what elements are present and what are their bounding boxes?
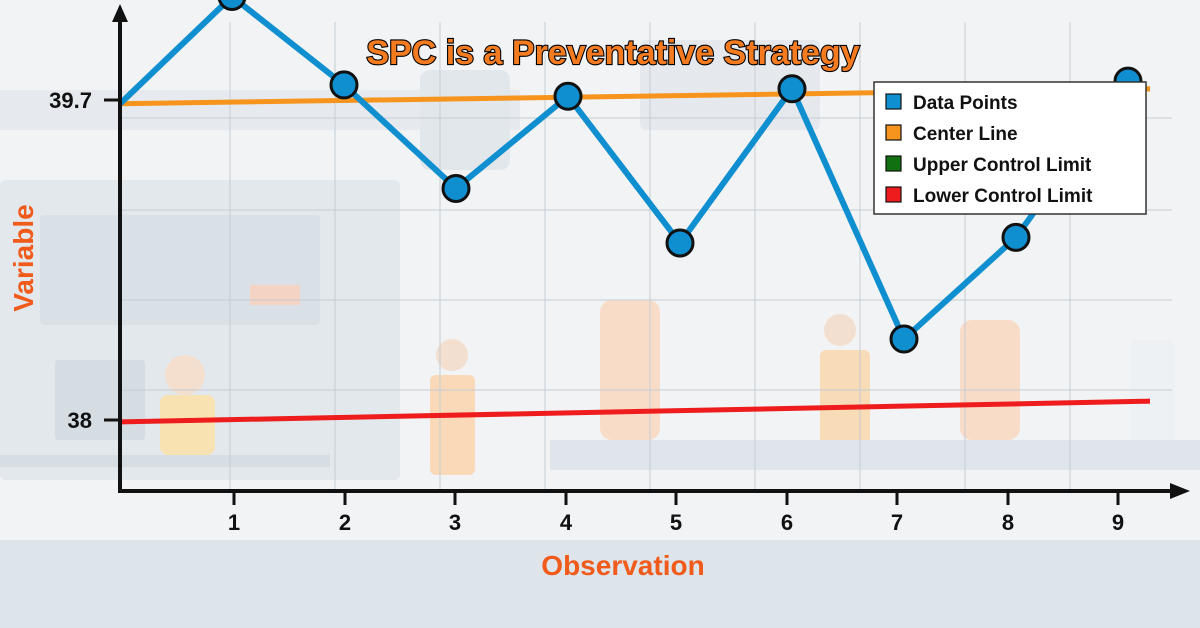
x-tick-label: 1 [228,510,240,535]
x-axis-arrow-icon [1170,483,1190,499]
legend-box [873,81,1147,215]
legend-swatch-upper-control-limit [885,155,902,172]
y-tick-label: 39.7 [49,88,92,113]
x-tick-label: 3 [449,510,461,535]
x-axis-title: Observation [541,550,704,581]
x-tick-label: 6 [781,510,793,535]
legend-label-upper-control-limit: Upper Control Limit [913,155,1092,176]
legend-label-data-points: Data Points [913,93,1018,114]
axes [112,4,1190,499]
legend-label-center-line: Center Line [913,124,1018,145]
chart-title: SPC is a Preventative Strategy [366,34,859,72]
x-tick-label: 9 [1112,510,1124,535]
lower-control-limit-line [119,398,1151,425]
legend-swatch-data-points [885,93,902,110]
data-point-marker [1001,222,1031,252]
x-tick-label: 5 [670,510,682,535]
data-point-marker [777,74,807,104]
y-axis-arrow-icon [112,4,128,22]
data-point-marker [441,173,471,203]
data-point-marker [553,81,583,111]
legend-swatch-center-line [885,124,902,141]
data-series [117,0,1143,354]
data-points-line [117,0,1131,343]
legend: Data Points Center Line Upper Control Li… [873,81,1147,215]
data-point-marker [217,0,247,11]
x-tick-label: 2 [339,510,351,535]
legend-label-lower-control-limit: Lower Control Limit [913,186,1093,207]
x-tick-label: 7 [891,510,903,535]
x-tick-label: 8 [1002,510,1014,535]
x-tick-label: 4 [560,510,573,535]
data-point-marker [329,70,359,100]
legend-swatch-lower-control-limit [885,186,902,203]
x-ticks: 1 2 3 4 5 6 7 8 9 [228,491,1124,535]
y-tick-label: 38 [68,408,92,433]
y-axis-title: Variable [8,204,39,311]
data-point-marker [889,324,919,354]
data-point-marker [665,228,695,258]
